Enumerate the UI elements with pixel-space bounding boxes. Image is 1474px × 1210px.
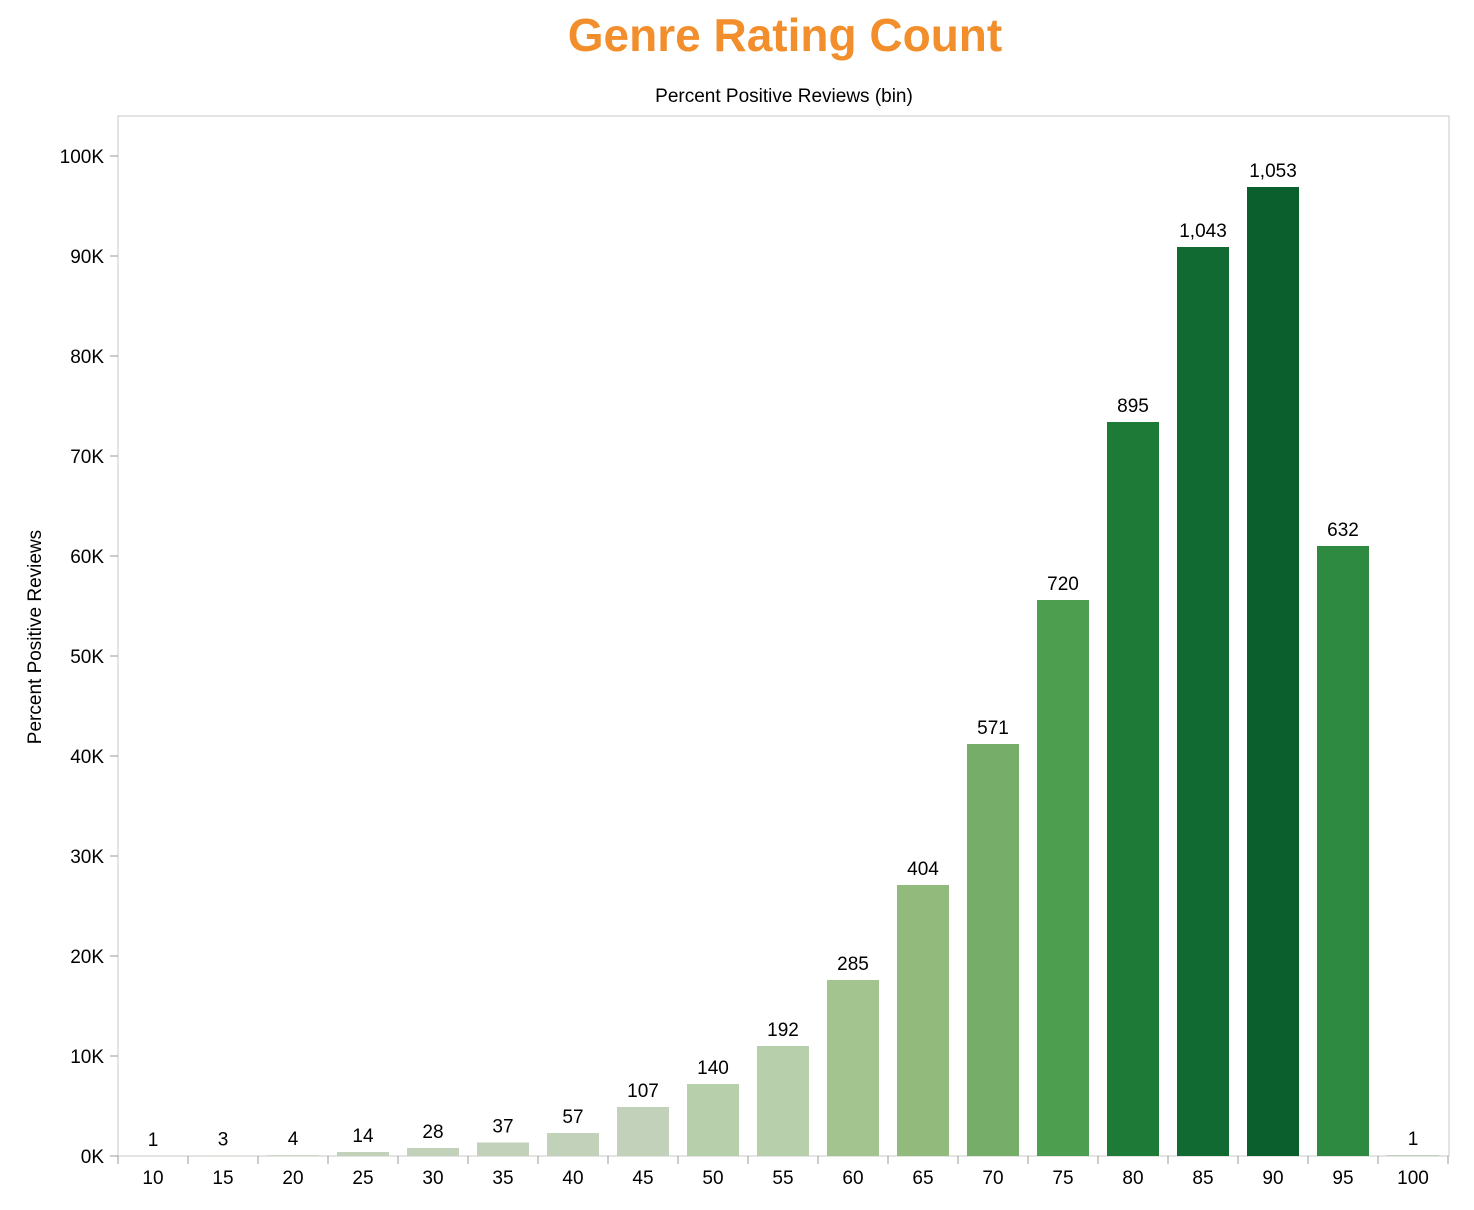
bar (547, 1133, 599, 1156)
bar (757, 1046, 809, 1156)
x-tick-label: 35 (492, 1168, 513, 1189)
bar-data-label: 1 (148, 1130, 159, 1151)
x-axis-title: Percent Positive Reviews (bin) (655, 86, 913, 107)
x-tick-label: 20 (282, 1168, 303, 1189)
y-axis: 0K 10K 20K 30K 40K 50K 60K 70K 80K 90K 100K (60, 147, 118, 1168)
y-tick-label: 30K (70, 847, 104, 868)
x-tick-label: 50 (702, 1168, 723, 1189)
bar-data-label: 107 (627, 1081, 659, 1102)
y-tick-label: 60K (70, 547, 104, 568)
x-tick-label: 65 (912, 1168, 933, 1189)
bar-data-label: 1,043 (1179, 221, 1227, 242)
x-tick-label: 10 (142, 1168, 163, 1189)
y-tick-label: 90K (70, 247, 104, 268)
x-tick-label: 75 (1052, 1168, 1073, 1189)
x-tick-label: 40 (562, 1168, 583, 1189)
bar (337, 1152, 389, 1156)
chart-title: Genre Rating Count (567, 9, 1003, 61)
y-tick-label: 40K (70, 747, 104, 768)
x-tick-label: 60 (842, 1168, 863, 1189)
bar (477, 1142, 529, 1156)
bar-data-label: 4 (288, 1129, 299, 1150)
x-tick-label: 95 (1332, 1168, 1353, 1189)
bar-data-label: 571 (977, 718, 1009, 739)
bar-data-label: 140 (697, 1058, 729, 1079)
bar-data-label: 14 (352, 1126, 374, 1147)
y-tick-label: 80K (70, 347, 104, 368)
bar (687, 1084, 739, 1156)
x-tick-label: 100 (1397, 1168, 1429, 1189)
bar (967, 744, 1019, 1156)
y-tick-label: 10K (70, 1047, 104, 1068)
x-tick-label: 85 (1192, 1168, 1213, 1189)
y-tick-label: 20K (70, 947, 104, 968)
bar-data-label: 404 (907, 859, 939, 880)
bar-data-label: 3 (218, 1130, 229, 1151)
bar-data-label: 192 (767, 1020, 799, 1041)
x-tick-label: 70 (982, 1168, 1003, 1189)
x-tick-label: 55 (772, 1168, 793, 1189)
y-axis-title: Percent Positive Reviews (25, 530, 46, 744)
bar (407, 1148, 459, 1156)
bar-data-label: 632 (1327, 520, 1359, 541)
y-tick-label: 50K (70, 647, 104, 668)
bar (1037, 600, 1089, 1156)
bar-data-label: 285 (837, 954, 869, 975)
y-tick-label: 100K (60, 147, 105, 168)
x-axis: 10 15 20 25 30 35 40 45 50 55 60 65 70 75 80 85 90 95 100 (117, 1156, 1449, 1189)
bar (897, 885, 949, 1156)
bar-data-label: 1 (1408, 1129, 1419, 1150)
bar-labels: 1 3 4 14 28 37 57 107 140 192 285 404 571 720 895 1,043… (148, 161, 1419, 1151)
x-tick-label: 90 (1262, 1168, 1283, 1189)
bar (1387, 1155, 1439, 1156)
bar-data-label: 720 (1047, 574, 1079, 595)
bar-data-label: 895 (1117, 396, 1149, 417)
bar (1247, 187, 1299, 1156)
bars (127, 187, 1439, 1156)
bar (1317, 546, 1369, 1156)
bar-data-label: 57 (562, 1107, 583, 1128)
bar (1177, 247, 1229, 1156)
y-tick-label: 0K (81, 1147, 105, 1168)
bar (267, 1155, 319, 1156)
x-tick-label: 15 (212, 1168, 233, 1189)
x-tick-label: 30 (422, 1168, 443, 1189)
x-tick-label: 25 (352, 1168, 373, 1189)
x-tick-label: 45 (632, 1168, 653, 1189)
bar (1107, 422, 1159, 1156)
bar-data-label: 28 (422, 1122, 443, 1143)
bar-data-label: 37 (492, 1117, 513, 1138)
bar (827, 980, 879, 1156)
y-tick-label: 70K (70, 447, 104, 468)
x-tick-label: 80 (1122, 1168, 1143, 1189)
bar-data-label: 1,053 (1249, 161, 1297, 182)
bar (617, 1107, 669, 1156)
